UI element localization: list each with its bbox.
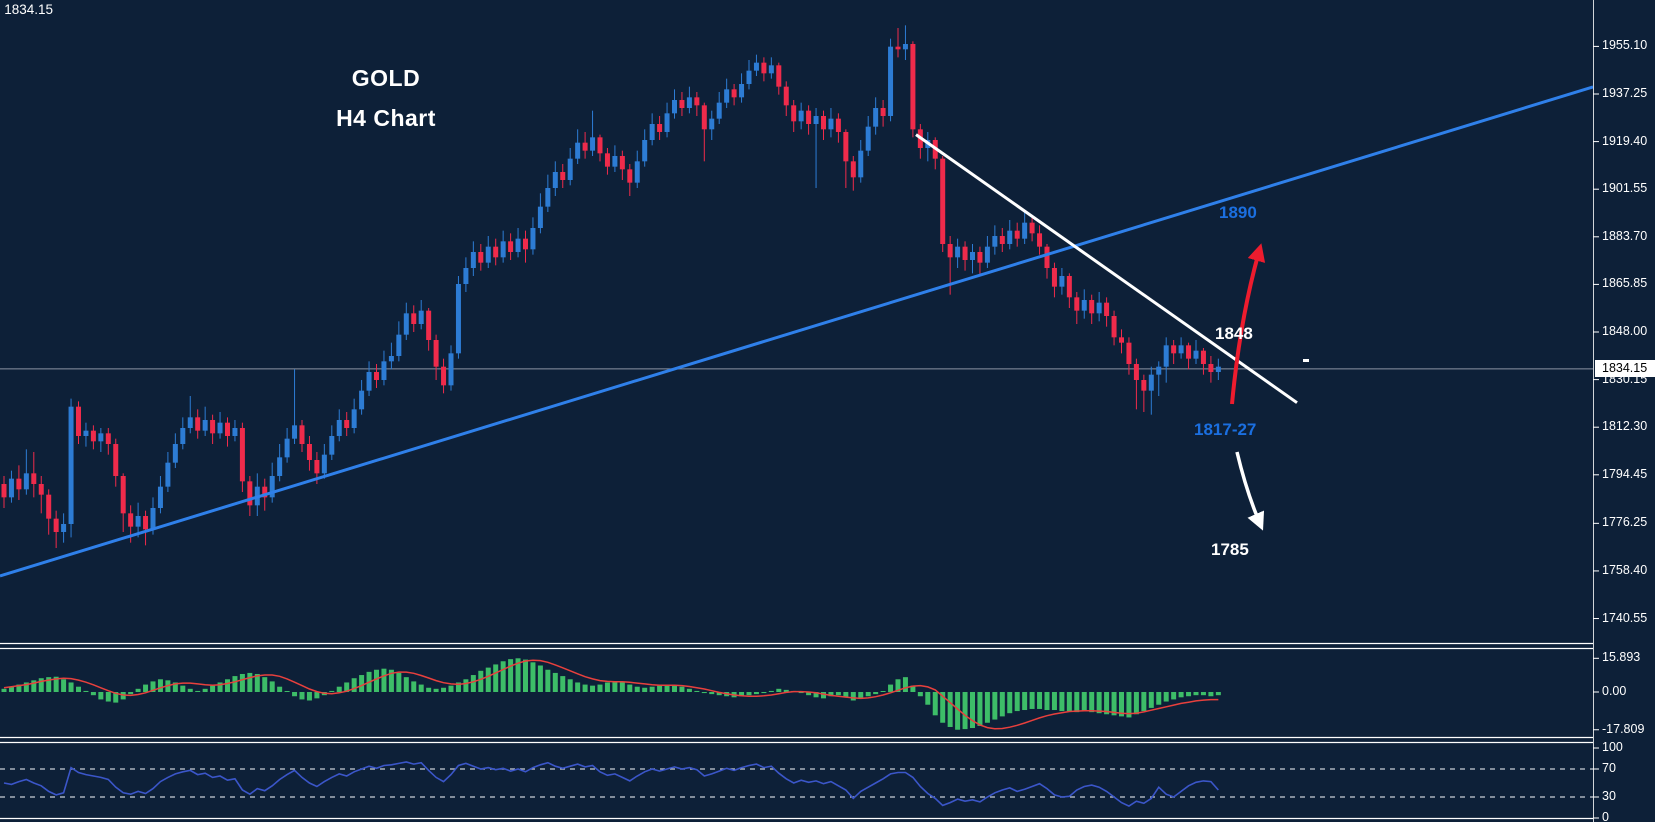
annotation-downside-target-1785: 1785 bbox=[1211, 540, 1249, 559]
current-price-value: 1834.15 bbox=[1602, 361, 1648, 375]
chart-title: GOLD H4 Chart bbox=[300, 58, 472, 138]
price-tick-label: 1776.25 bbox=[1602, 515, 1648, 530]
price-tick-label: 1901.55 bbox=[1602, 181, 1648, 196]
rsi-tick-label: 0 bbox=[1602, 810, 1609, 822]
price-tick-label: 1919.40 bbox=[1602, 133, 1648, 148]
ascending-support bbox=[0, 85, 1594, 578]
macd-tick-label: 0.00 bbox=[1602, 684, 1627, 698]
annotation-upside-target-1890: 1890 bbox=[1219, 203, 1257, 222]
price-tick-label: 1848.00 bbox=[1602, 324, 1648, 338]
chart-title-timeframe: H4 Chart bbox=[336, 105, 436, 131]
rsi-tick-label: 70 bbox=[1602, 761, 1616, 775]
rsi-tick-label: 30 bbox=[1602, 789, 1616, 803]
descending-resistance bbox=[915, 133, 1298, 404]
bullish-projection-arrow bbox=[1230, 243, 1266, 405]
symbol-info: 5 1834.15 bbox=[0, 2, 54, 17]
current-price-box: 1834.15 bbox=[1595, 360, 1655, 377]
annotation-support-zone-1817-27: 1817-27 bbox=[1194, 420, 1257, 439]
annotation-breakout-level-1848: 1848 bbox=[1215, 324, 1253, 343]
macd-tick-label: -17.809 bbox=[1602, 721, 1645, 736]
price-tick-label: 1865.85 bbox=[1602, 276, 1648, 291]
price-tick-label: 1758.40 bbox=[1602, 562, 1648, 577]
stray-mark bbox=[1303, 359, 1309, 362]
rsi-tick-label: 100 bbox=[1602, 740, 1623, 754]
price-tick-label: 1740.55 bbox=[1602, 610, 1648, 625]
price-tick-label: 1883.70 bbox=[1602, 228, 1648, 243]
macd-tick-label: 15.893 bbox=[1602, 650, 1641, 665]
price-tick-label: 1794.45 bbox=[1602, 466, 1648, 481]
bearish-projection-arrow bbox=[1235, 451, 1265, 531]
price-tick-label: 1937.25 bbox=[1602, 85, 1648, 100]
price-tick-label: 1955.10 bbox=[1602, 38, 1648, 53]
price-tick-label: 1812.30 bbox=[1602, 419, 1648, 434]
chart-title-symbol: GOLD bbox=[351, 65, 421, 91]
